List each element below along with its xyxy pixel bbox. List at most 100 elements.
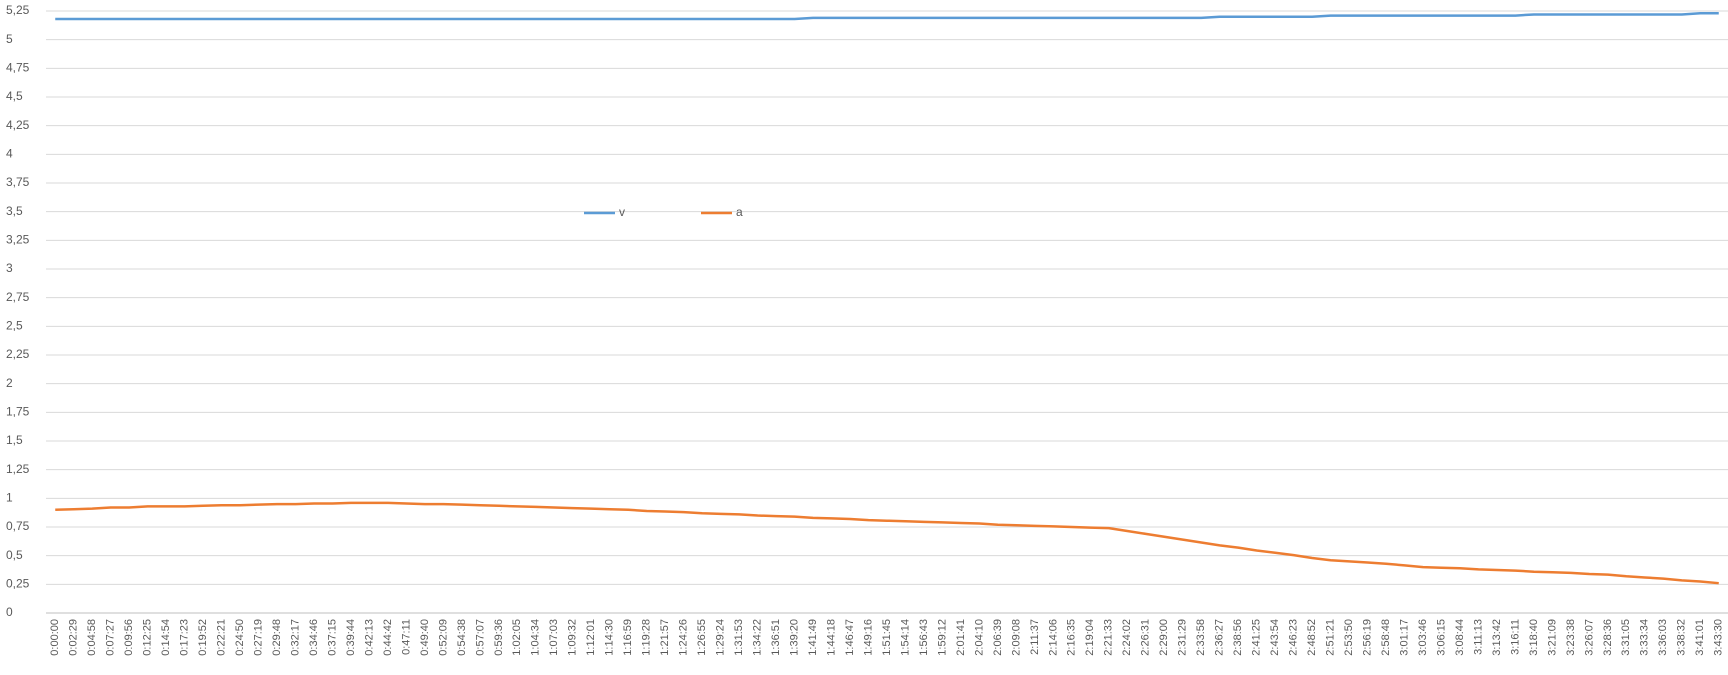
y-tick-label: 1,5: [6, 433, 23, 447]
x-tick-label: 3:38:32: [1676, 619, 1688, 656]
x-tick-label: 3:13:42: [1491, 619, 1503, 656]
x-tick-label: 2:09:08: [1010, 619, 1022, 656]
x-tick-label: 1:34:22: [752, 619, 764, 656]
x-tick-label: 3:23:38: [1565, 619, 1577, 656]
x-tick-label: 3:08:44: [1454, 619, 1466, 656]
x-tick-label: 1:14:30: [604, 619, 616, 656]
y-tick-label: 2: [6, 376, 13, 390]
x-tick-label: 0:57:07: [474, 619, 486, 656]
y-tick-label: 4: [6, 147, 13, 161]
x-tick-label: 0:17:23: [179, 619, 191, 656]
x-tick-label: 3:03:46: [1417, 619, 1429, 656]
x-tick-label: 1:09:32: [567, 619, 579, 656]
y-tick-label: 3,25: [6, 233, 30, 247]
x-tick-label: 3:06:15: [1435, 619, 1447, 656]
y-tick-label: 0,25: [6, 577, 30, 591]
y-tick-label: 0: [6, 605, 13, 619]
x-tick-label: 3:01:17: [1398, 619, 1410, 656]
x-tick-label: 0:47:11: [400, 619, 412, 655]
x-tick-label: 0:07:27: [105, 619, 117, 656]
x-tick-label: 2:46:23: [1288, 619, 1300, 656]
x-tick-label: 1:07:03: [548, 619, 560, 656]
x-tick-label: 2:51:21: [1325, 619, 1337, 656]
legend-label: v: [619, 205, 625, 219]
x-tick-label: 2:43:54: [1269, 619, 1281, 656]
x-tick-label: 3:28:36: [1602, 619, 1614, 656]
x-tick-label: 0:12:25: [142, 619, 154, 656]
x-tick-label: 2:38:56: [1232, 619, 1244, 656]
x-tick-label: 3:33:34: [1639, 619, 1651, 656]
x-tick-label: 2:48:52: [1306, 619, 1318, 656]
y-tick-label: 1,75: [6, 405, 30, 419]
x-tick-label: 1:54:14: [899, 619, 911, 656]
y-tick-label: 1,25: [6, 462, 30, 476]
x-tick-label: 2:24:02: [1121, 619, 1133, 656]
x-tick-label: 0:14:54: [160, 619, 172, 656]
x-tick-label: 1:31:53: [733, 619, 745, 656]
x-tick-label: 2:56:19: [1361, 619, 1373, 656]
x-tick-label: 2:29:00: [1158, 619, 1170, 656]
x-tick-label: 1:46:47: [844, 619, 856, 656]
x-tick-label: 2:19:04: [1084, 619, 1096, 656]
x-tick-label: 0:59:36: [493, 619, 505, 656]
y-tick-label: 1: [6, 491, 13, 505]
x-tick-label: 1:16:59: [622, 619, 634, 656]
x-tick-label: 0:49:40: [419, 619, 431, 656]
x-tick-label: 2:06:39: [992, 619, 1004, 656]
x-tick-label: 1:44:18: [825, 619, 837, 656]
y-tick-label: 4,5: [6, 89, 23, 103]
x-tick-label: 2:14:06: [1047, 619, 1059, 656]
x-tick-label: 2:58:48: [1380, 619, 1392, 656]
y-tick-label: 2,5: [6, 319, 23, 333]
y-tick-label: 0,75: [6, 519, 30, 533]
y-tick-label: 3,5: [6, 204, 23, 218]
x-tick-label: 3:18:40: [1528, 619, 1540, 656]
x-tick-label: 1:56:43: [918, 619, 930, 656]
x-tick-label: 1:29:24: [715, 619, 727, 656]
x-tick-label: 1:19:28: [641, 619, 653, 656]
x-tick-label: 1:04:34: [530, 619, 542, 656]
x-tick-label: 1:59:12: [936, 619, 948, 656]
x-tick-label: 3:26:07: [1583, 619, 1595, 656]
x-tick-label: 3:16:11: [1509, 619, 1521, 655]
x-tick-label: 0:09:56: [123, 619, 135, 656]
x-tick-label: 2:04:10: [973, 619, 985, 656]
x-tick-label: 0:42:13: [363, 619, 375, 656]
x-tick-label: 0:44:42: [382, 619, 394, 656]
legend-label: a: [736, 205, 743, 219]
x-tick-label: 1:39:20: [788, 619, 800, 656]
x-tick-label: 0:32:17: [289, 619, 301, 656]
x-tick-label: 3:11:13: [1472, 619, 1484, 655]
x-tick-label: 1:24:26: [678, 619, 690, 656]
x-tick-label: 2:36:27: [1214, 619, 1226, 656]
x-tick-label: 0:39:44: [345, 619, 357, 656]
x-tick-label: 2:16:35: [1066, 619, 1078, 656]
x-tick-label: 2:41:25: [1251, 619, 1263, 656]
x-tick-label: 1:02:05: [511, 619, 523, 656]
x-tick-label: 1:49:16: [862, 619, 874, 656]
x-tick-label: 3:43:30: [1713, 619, 1725, 656]
y-tick-label: 0,5: [6, 548, 23, 562]
y-tick-label: 5,25: [6, 3, 30, 17]
series-line: [55, 501, 1719, 585]
x-tick-label: 0:02:29: [68, 619, 80, 656]
x-tick-label: 2:26:31: [1140, 619, 1152, 656]
x-tick-label: 0:00:00: [49, 619, 61, 656]
x-tick-label: 0:34:46: [308, 619, 320, 656]
x-tick-label: 2:01:41: [955, 619, 967, 656]
y-tick-label: 3: [6, 261, 13, 275]
y-tick-label: 3,75: [6, 175, 30, 189]
y-tick-label: 4,75: [6, 61, 30, 75]
x-tick-label: 0:29:48: [271, 619, 283, 656]
x-tick-label: 1:51:45: [881, 619, 893, 656]
y-tick-label: 5: [6, 32, 13, 46]
y-tick-label: 4,25: [6, 118, 30, 132]
x-tick-label: 3:21:09: [1546, 619, 1558, 656]
x-tick-label: 0:27:19: [252, 619, 264, 656]
x-tick-label: 0:04:58: [86, 619, 98, 656]
x-tick-label: 3:31:05: [1620, 619, 1632, 656]
y-tick-label: 2,75: [6, 290, 30, 304]
x-tick-label: 3:41:01: [1694, 619, 1706, 656]
